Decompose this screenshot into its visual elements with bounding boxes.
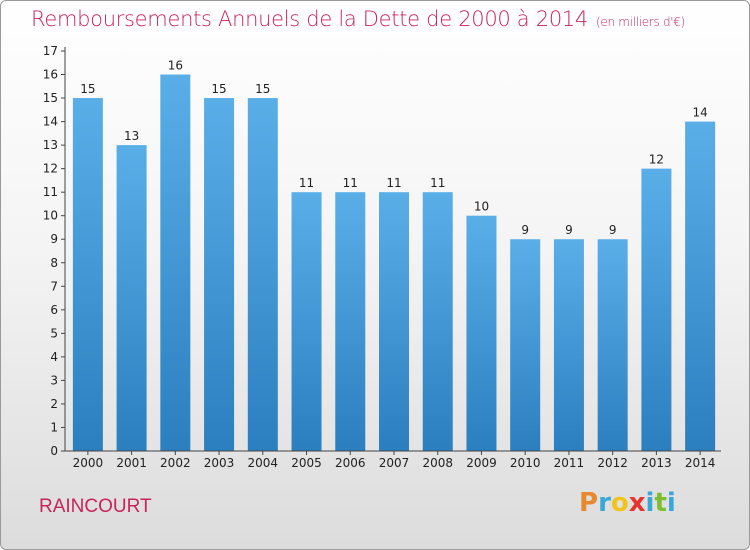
x-tick-label-2007: 2007 [379, 456, 410, 470]
x-tick-label-2011: 2011 [554, 456, 585, 470]
bar-value-label-2009: 10 [474, 200, 489, 214]
bar-value-label-2007: 11 [386, 176, 401, 190]
y-tick-label: 11 [43, 185, 58, 199]
y-tick-label: 3 [50, 373, 58, 387]
bar-value-label-2014: 14 [692, 106, 707, 120]
y-tick-label: 15 [43, 91, 58, 105]
y-tick-label: 6 [50, 303, 58, 317]
chart-title: Remboursements Annuels de la Dette de 20… [31, 7, 685, 31]
y-tick-label: 7 [50, 279, 58, 293]
y-tick-label: 10 [43, 209, 58, 223]
bar-value-label-2000: 15 [80, 82, 95, 96]
x-tick-label-2010: 2010 [510, 456, 541, 470]
y-tick-label: 5 [50, 326, 58, 340]
y-tick-label: 16 [43, 68, 58, 82]
bar-2012 [597, 239, 628, 451]
bar-2009 [466, 215, 497, 451]
bar-value-label-2001: 13 [124, 129, 139, 143]
logo-letter: i [666, 488, 676, 518]
x-tick-label-2009: 2009 [466, 456, 497, 470]
y-tick-label: 0 [50, 444, 58, 458]
bar-2001 [116, 145, 147, 451]
y-tick-label: 2 [50, 397, 58, 411]
bar-2011 [553, 239, 584, 451]
bar-value-label-2005: 11 [299, 176, 314, 190]
bar-2002 [160, 74, 191, 451]
bar-2007 [379, 192, 409, 452]
bar-value-label-2002: 16 [168, 59, 183, 73]
bar-value-label-2011: 9 [565, 223, 573, 237]
logo-letter: P [579, 488, 599, 518]
chart-unit: (en milliers d'€) [596, 15, 686, 29]
x-tick-label-2001: 2001 [116, 456, 147, 470]
bar-2010 [510, 239, 541, 451]
proxiti-logo[interactable]: Proxiti [579, 488, 676, 518]
x-tick-label-2002: 2002 [160, 456, 191, 470]
bar-value-label-2013: 12 [649, 153, 664, 167]
y-tick-label: 1 [50, 420, 58, 434]
x-tick-label-2005: 2005 [291, 456, 322, 470]
x-tick-label-2012: 2012 [597, 456, 628, 470]
bar-2004 [247, 98, 278, 451]
bar-2000 [72, 98, 103, 451]
y-tick-label: 17 [43, 44, 58, 58]
x-tick-label-2013: 2013 [641, 456, 672, 470]
logo-letter: r [598, 488, 611, 518]
bar-value-label-2004: 15 [255, 82, 270, 96]
logo-letter: o [610, 488, 629, 518]
bar-value-label-2012: 9 [609, 223, 617, 237]
y-tick-label: 8 [50, 256, 58, 270]
x-axis: 2000 2001 2002 2003 2004 2005 2006 2007 2008 2009… [65, 450, 721, 470]
y-tick-label: 12 [43, 162, 58, 176]
bar-value-label-2006: 11 [343, 176, 358, 190]
logo-letter: i [645, 488, 655, 518]
chart-title-text: Remboursements Annuels de la Dette de 20… [31, 7, 588, 31]
bar-2003 [204, 98, 235, 451]
x-tick-label-2000: 2000 [73, 456, 104, 470]
x-tick-label-2006: 2006 [335, 456, 366, 470]
y-tick-label: 14 [43, 115, 58, 129]
place-name: RAINCOURT [39, 496, 152, 517]
x-tick-label-2004: 2004 [248, 456, 279, 470]
y-tick-label: 9 [50, 232, 58, 246]
bar-value-label-2003: 15 [211, 82, 226, 96]
bar-value-label-2010: 9 [521, 223, 529, 237]
logo-letter: x [628, 488, 646, 518]
y-tick-label: 13 [43, 138, 58, 152]
bar-2014 [685, 121, 716, 452]
x-tick-label-2014: 2014 [685, 456, 716, 470]
x-tick-label-2003: 2003 [204, 456, 235, 470]
bar-value-label-2008: 11 [430, 176, 445, 190]
bar-2008 [422, 192, 453, 452]
x-tick-label-2008: 2008 [422, 456, 453, 470]
bar-2005 [291, 192, 322, 452]
logo-letter: t [654, 488, 667, 518]
bar-2006 [335, 192, 366, 452]
bar-2013 [641, 168, 672, 451]
bars: 15 13 16 15 15 11 11 11 11 10 9 9 9 12 14 [72, 59, 716, 452]
y-tick-label: 4 [50, 350, 58, 364]
